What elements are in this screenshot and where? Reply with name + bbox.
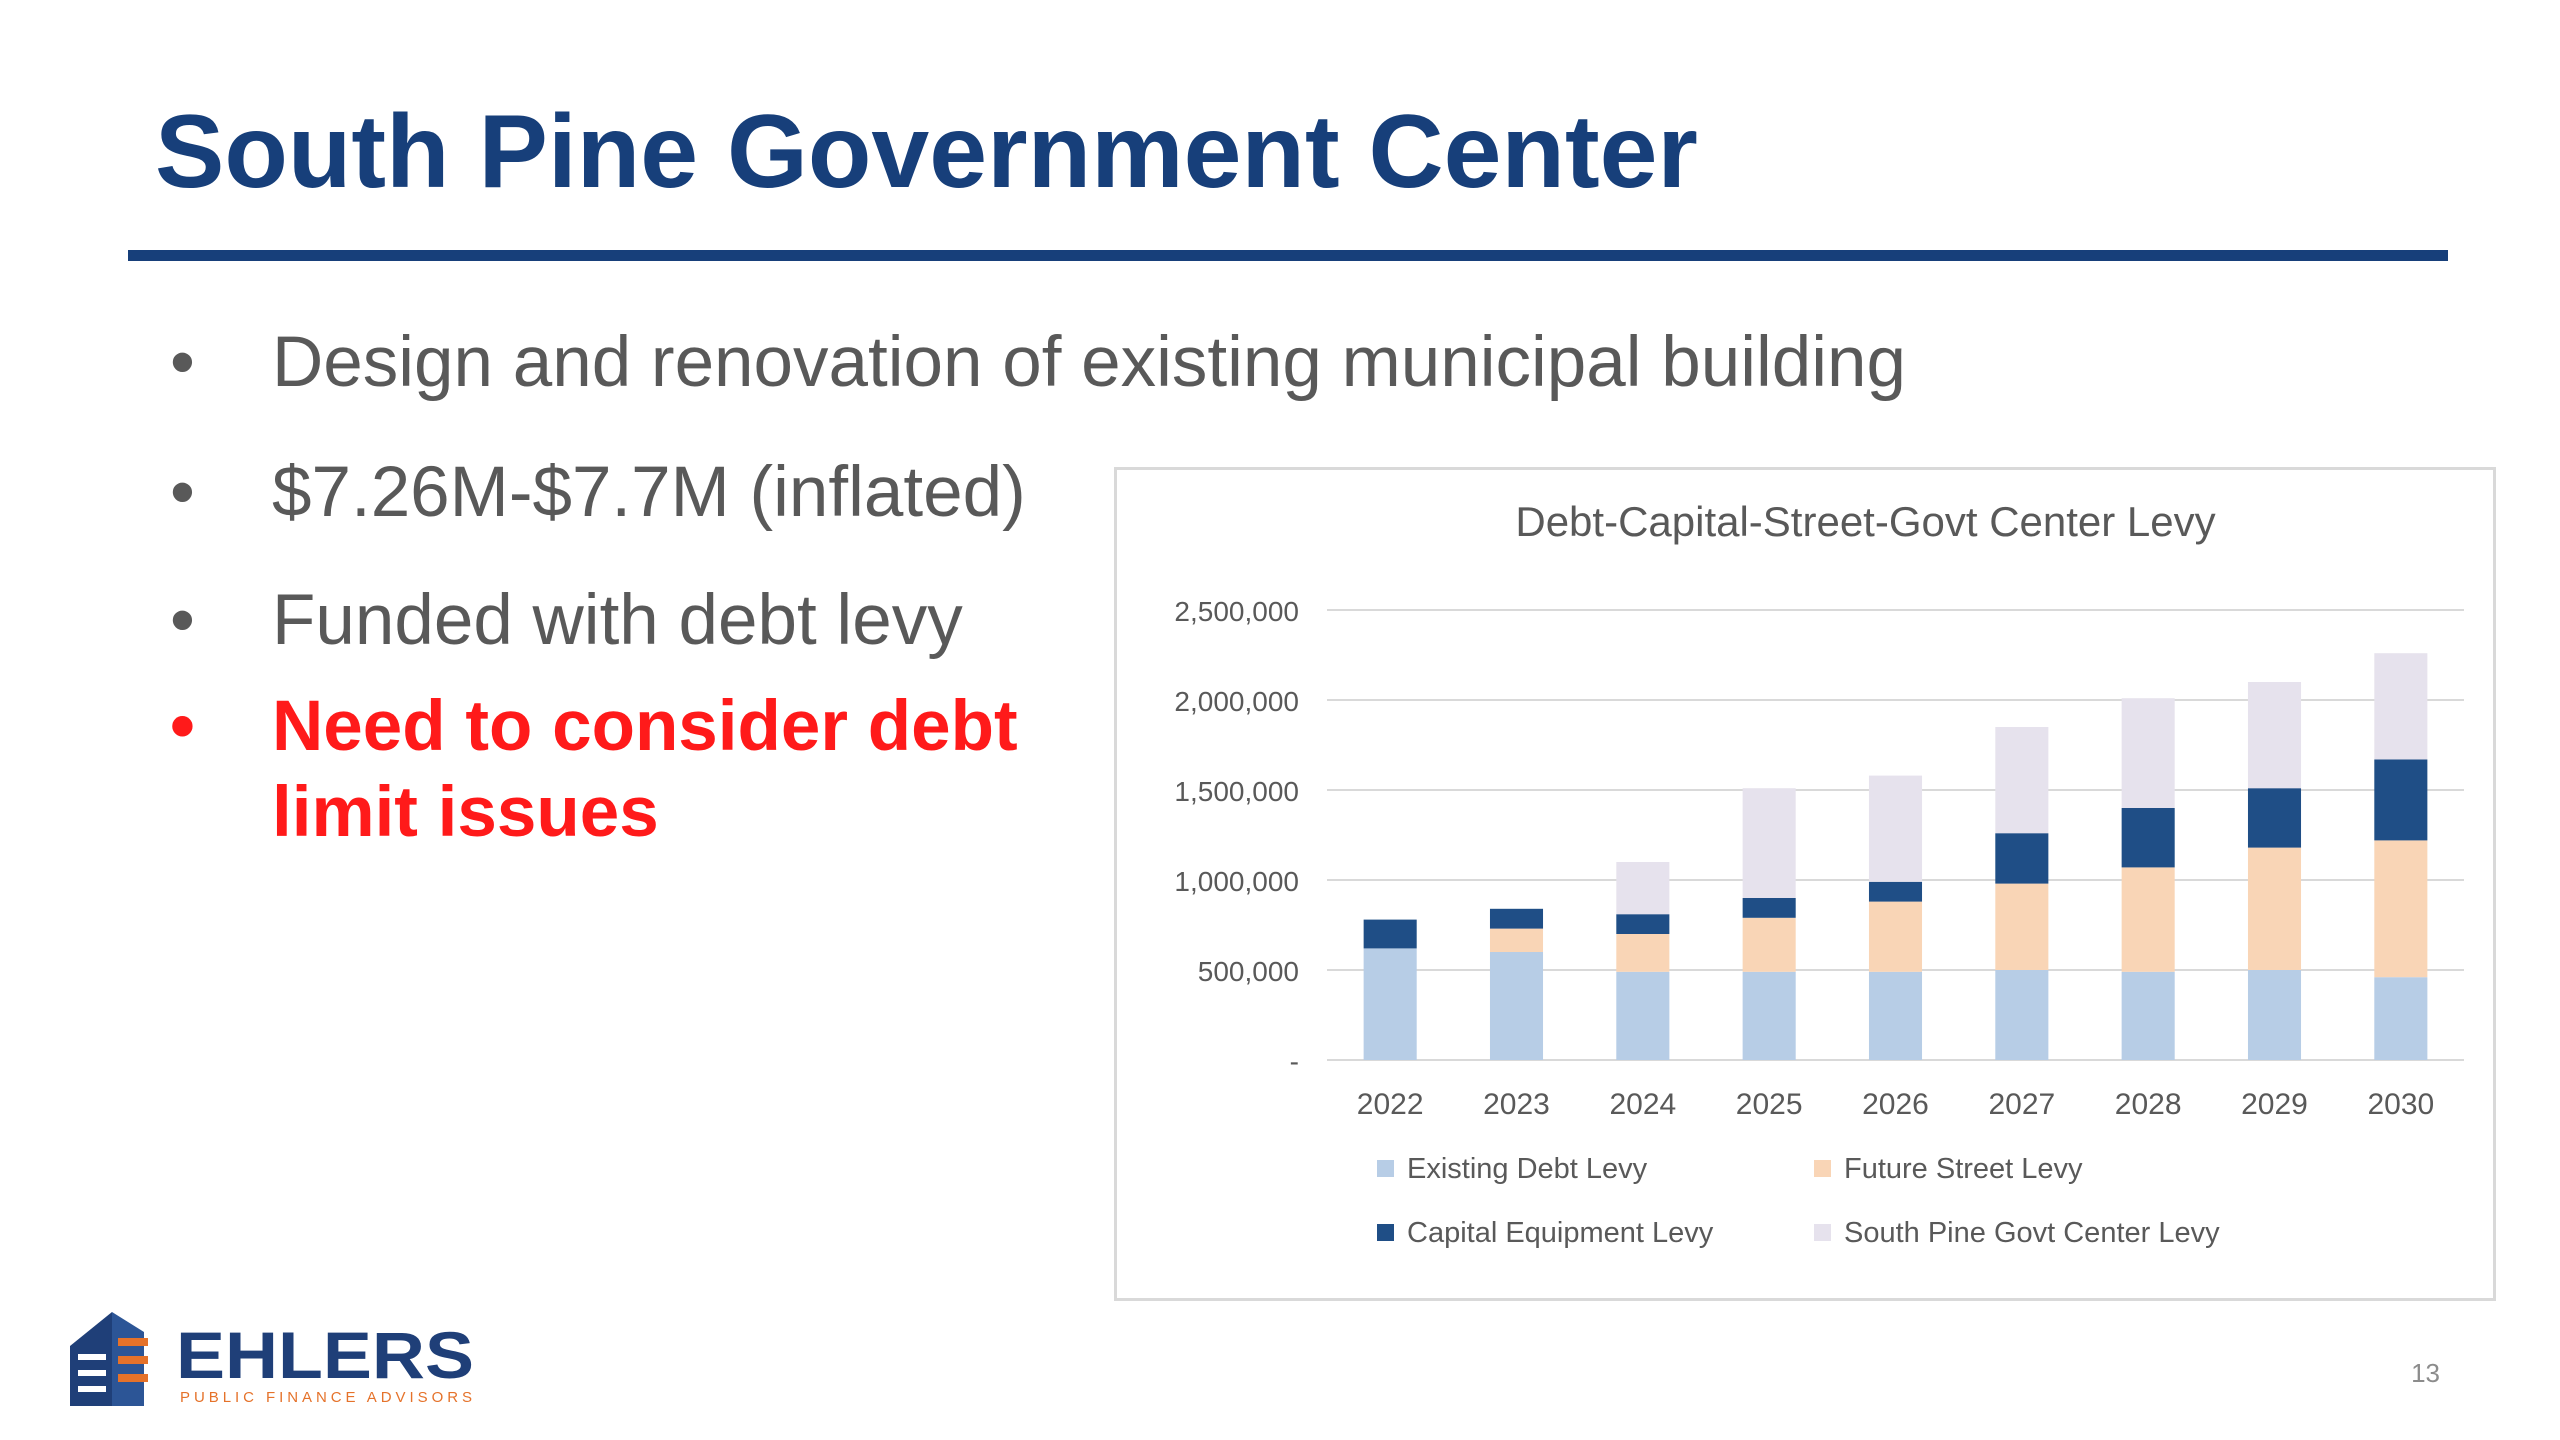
bar-segment bbox=[1616, 914, 1670, 934]
x-tick-label: 2024 bbox=[1609, 1088, 1676, 1121]
logo-wordmark: EHLERS bbox=[176, 1318, 474, 1392]
legend-label: Future Street Levy bbox=[1844, 1153, 2083, 1185]
bar-segment bbox=[2247, 847, 2302, 970]
bar-segment bbox=[1995, 727, 2049, 834]
y-tick-label: 500,000 bbox=[1198, 956, 1299, 987]
bar-segment bbox=[2121, 867, 2175, 972]
slide-title: South Pine Government Center bbox=[155, 94, 1698, 210]
legend-label: Existing Debt Levy bbox=[1407, 1153, 1648, 1185]
bullet-marker: • bbox=[170, 687, 195, 766]
ehlers-logo: EHLERS PUBLIC FINANCE ADVISORS bbox=[70, 1312, 474, 1406]
bar-segment bbox=[2247, 788, 2302, 848]
bar-segment bbox=[1742, 971, 1796, 1060]
bar-segment bbox=[1616, 971, 1670, 1060]
bar-segment bbox=[2374, 653, 2428, 760]
title-underline bbox=[128, 250, 2448, 261]
bar-segment bbox=[1489, 908, 1544, 929]
x-tick-label: 2027 bbox=[1988, 1088, 2055, 1121]
bullet-text: Funded with debt levy bbox=[272, 581, 963, 660]
bar-segment bbox=[2121, 808, 2175, 868]
bar-segment bbox=[2374, 840, 2428, 978]
bar-segment bbox=[2374, 977, 2428, 1060]
bar-segment bbox=[1489, 952, 1544, 1060]
page-number: 13 bbox=[2411, 1358, 2440, 1388]
bar-segment bbox=[1868, 881, 1923, 902]
legend-swatch bbox=[1377, 1224, 1394, 1241]
y-tick-label: 1,000,000 bbox=[1174, 866, 1299, 897]
x-tick-label: 2029 bbox=[2241, 1088, 2308, 1121]
bar-segment bbox=[2247, 970, 2302, 1060]
y-tick-label: 2,500,000 bbox=[1174, 596, 1299, 627]
x-tick-label: 2025 bbox=[1736, 1088, 1803, 1121]
bar-segment bbox=[1616, 934, 1670, 972]
bar-segment bbox=[1995, 883, 2049, 970]
bar-segment bbox=[1868, 775, 1923, 882]
bar-segment bbox=[2247, 682, 2302, 789]
legend-label: Capital Equipment Levy bbox=[1407, 1217, 1714, 1249]
x-tick-label: 2030 bbox=[2367, 1088, 2434, 1121]
bullet-marker: • bbox=[170, 581, 195, 660]
bar-segment bbox=[1489, 928, 1544, 952]
bar-segment bbox=[1995, 970, 2049, 1060]
bar-segment bbox=[1995, 833, 2049, 884]
x-tick-label: 2028 bbox=[2115, 1088, 2182, 1121]
bar-segment bbox=[2374, 759, 2428, 841]
building-icon bbox=[70, 1312, 148, 1406]
legend-label: South Pine Govt Center Levy bbox=[1844, 1217, 2220, 1249]
bar-segment bbox=[1363, 948, 1417, 1060]
bullet-text: $7.26M-$7.7M (inflated) bbox=[272, 453, 1026, 532]
x-tick-label: 2023 bbox=[1483, 1088, 1550, 1121]
bullet-marker: • bbox=[170, 453, 195, 532]
bar-segment bbox=[2121, 698, 2175, 808]
stacked-bar-chart: Debt-Capital-Street-Govt Center Levy - 500… bbox=[1114, 467, 2496, 1301]
bullet-text-alert: Need to consider debt limit issues bbox=[272, 687, 1018, 852]
legend-swatch bbox=[1814, 1160, 1831, 1177]
x-tick-label: 2022 bbox=[1357, 1088, 1424, 1121]
logo-tagline: PUBLIC FINANCE ADVISORS bbox=[180, 1389, 472, 1406]
bar-segment bbox=[1363, 919, 1417, 949]
y-tick-label: - bbox=[1290, 1046, 1299, 1077]
bar-segment bbox=[1616, 862, 1670, 915]
x-tick-label: 2026 bbox=[1862, 1088, 1929, 1121]
chart-canvas: Debt-Capital-Street-Govt Center Levy - 500… bbox=[1174, 498, 2464, 1249]
bullet-marker: • bbox=[170, 323, 195, 402]
y-tick-label: 2,000,000 bbox=[1174, 686, 1299, 717]
bar-segment bbox=[1742, 898, 1796, 918]
bar-segment bbox=[2121, 971, 2175, 1060]
legend-swatch bbox=[1377, 1160, 1394, 1177]
bar-segment bbox=[1742, 917, 1796, 972]
bullet-text: Design and renovation of existing munici… bbox=[272, 323, 1907, 402]
bar-segment bbox=[1742, 788, 1796, 898]
chart-title: Debt-Capital-Street-Govt Center Levy bbox=[1515, 498, 2215, 545]
legend-swatch bbox=[1814, 1224, 1831, 1241]
bar-segment bbox=[1868, 901, 1923, 972]
y-tick-label: 1,500,000 bbox=[1174, 776, 1299, 807]
bar-segment bbox=[1868, 971, 1923, 1060]
